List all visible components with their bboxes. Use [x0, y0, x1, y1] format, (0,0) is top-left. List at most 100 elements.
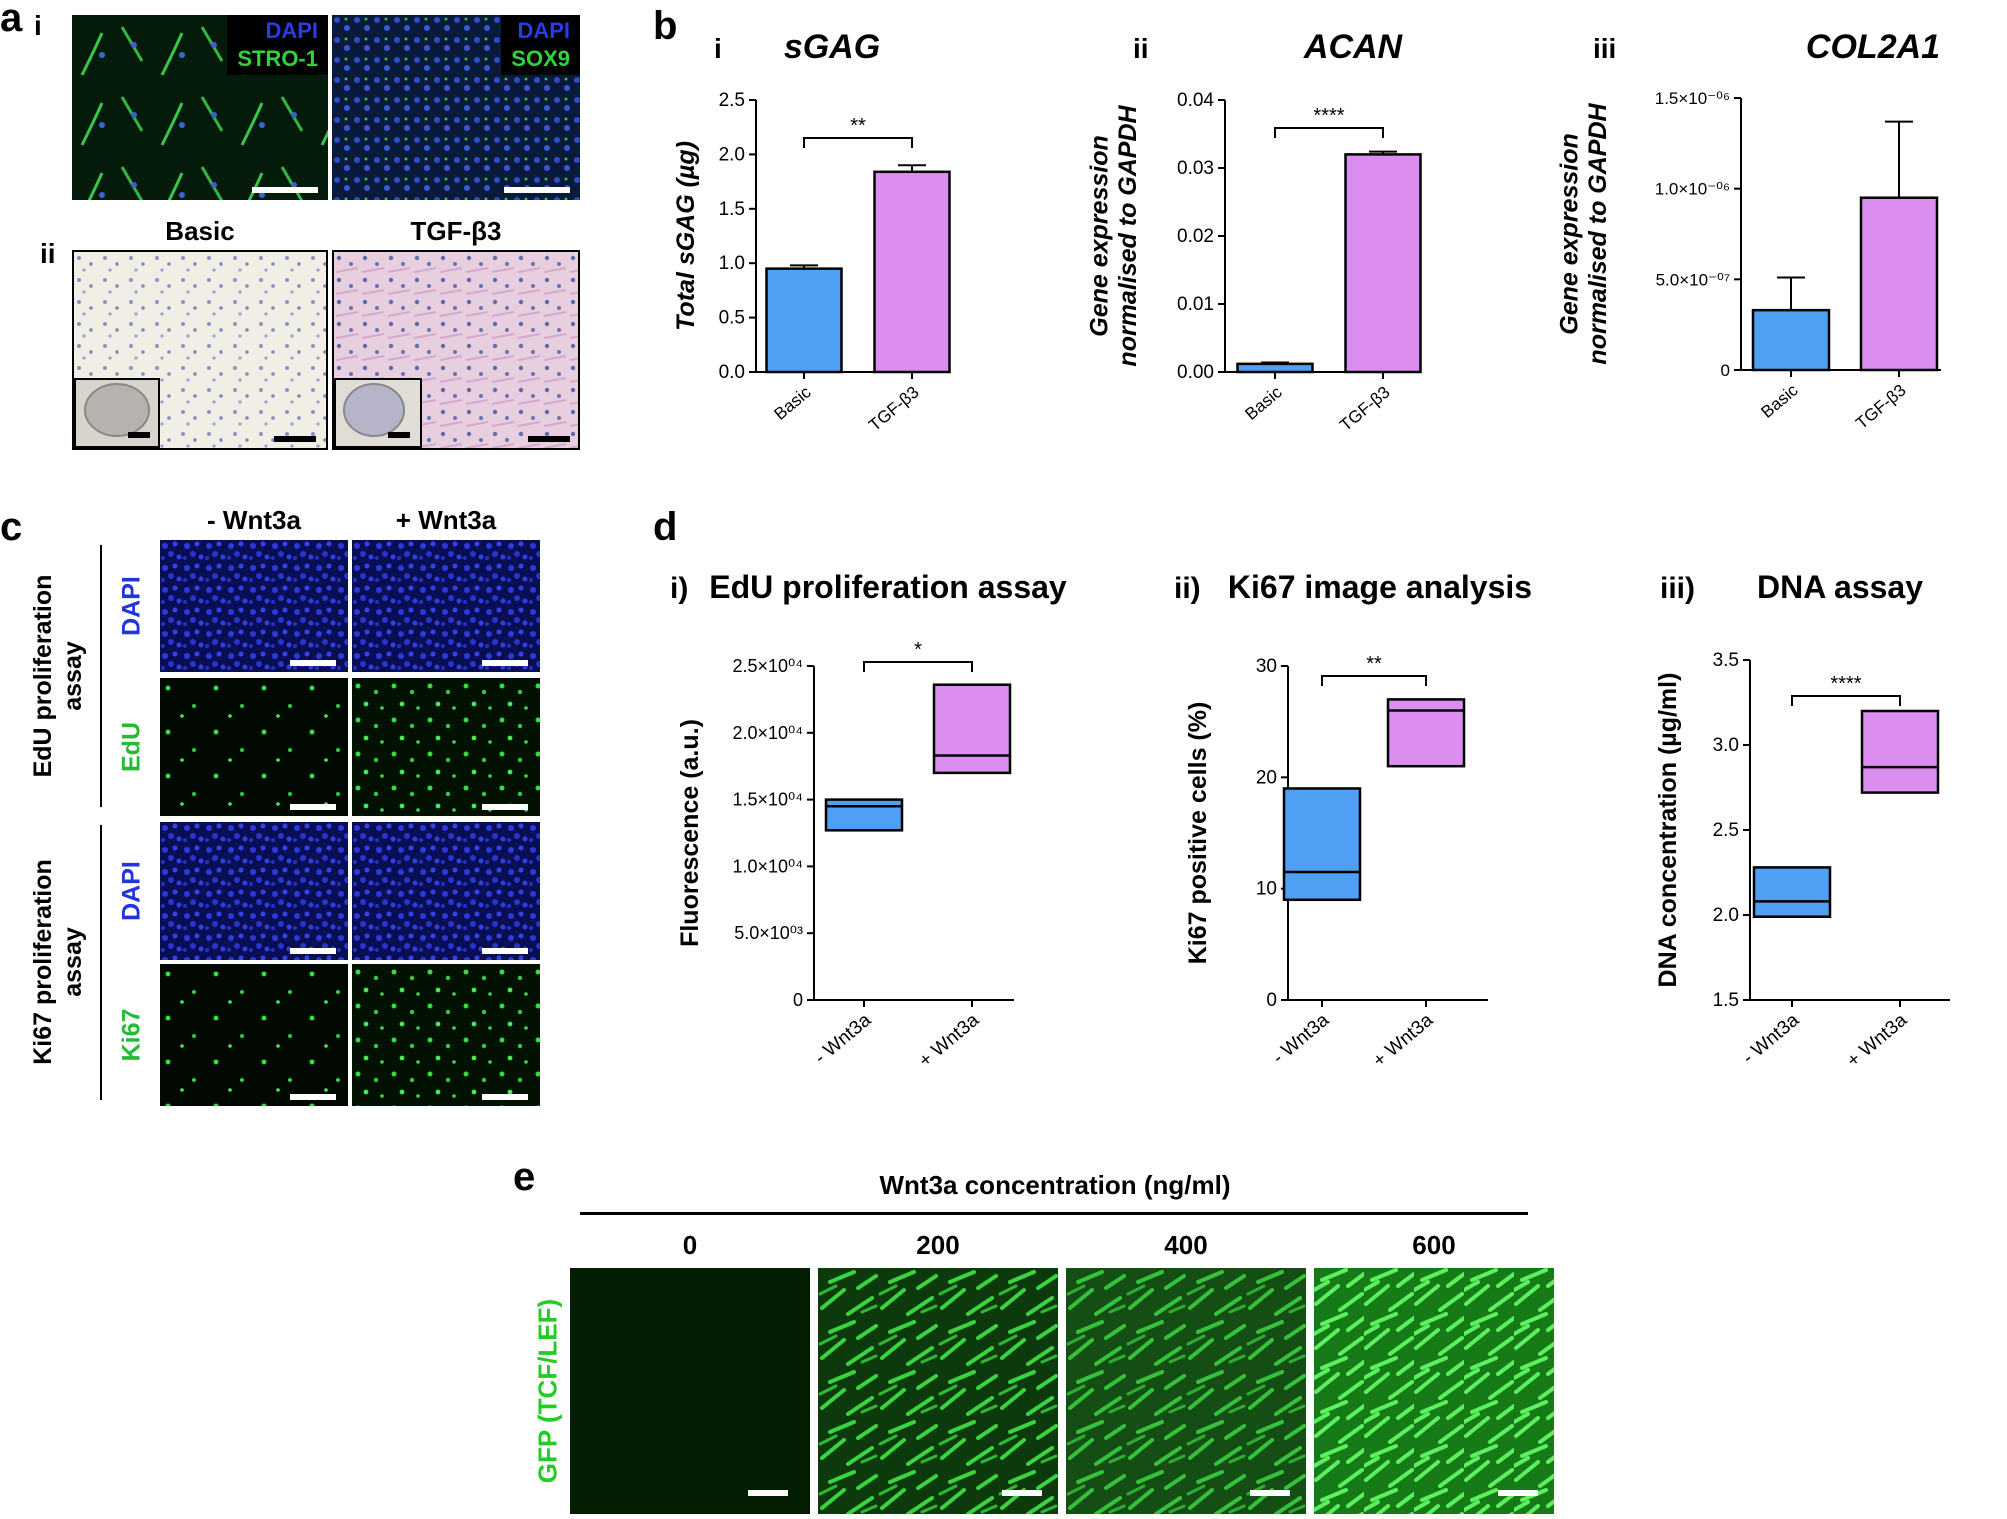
y-tick-label: 1.5×10⁰⁴	[732, 790, 803, 810]
wnt3a-header-line	[580, 1212, 1528, 1215]
chart-roman: iii)	[1660, 572, 1695, 605]
wnt3a-header: Wnt3a concentration (ng/ml)	[879, 1170, 1231, 1200]
bar	[873, 170, 951, 374]
c-edu-minus	[160, 678, 348, 816]
y-tick-label: 2.5×10⁰⁴	[732, 656, 803, 676]
significance-bracket	[1274, 127, 1384, 138]
x-category-label: TGF-β3	[1336, 383, 1393, 435]
y-tick-label: 0	[1721, 361, 1730, 380]
y-tick-label: 1.0	[719, 253, 745, 274]
group-edu-bracket	[100, 545, 102, 807]
significance-label: **	[850, 115, 866, 137]
c-edu-plus	[352, 678, 540, 816]
scale-bar	[274, 436, 316, 442]
chart-roman: i	[714, 33, 722, 64]
box	[1752, 866, 1832, 918]
y-tick-label: 0.5	[719, 308, 745, 329]
y-tick-label: 1.5×10⁻⁰⁶	[1655, 89, 1730, 108]
y-tick-label: 10	[1256, 879, 1277, 900]
y-tick-label: 0.03	[1177, 158, 1214, 179]
y-axis-label: Fluorescence (a.u.)	[676, 719, 704, 947]
y-tick-label: 3.5	[1713, 650, 1739, 671]
y-axis-label: Total sGAG (µg)	[672, 141, 700, 331]
sox9-label: SOX9	[511, 46, 570, 71]
chart-title: DNA assay	[1757, 569, 1923, 605]
x-category-label: Basic	[1758, 380, 1802, 422]
x-category-label: Basic	[1242, 382, 1286, 424]
x-category-label: TGF-β3	[1852, 381, 1909, 433]
chart-edu: i) EdU proliferation assay Fluorescence (a…	[670, 569, 1067, 1072]
conc-0: 0	[682, 1230, 698, 1260]
y-tick-label: 1.0×10⁻⁰⁶	[1655, 180, 1730, 199]
y-tick-label: 2.0	[1713, 905, 1739, 926]
chart-sgag: i sGAG Total sGAG (µg) 0.0 0.5 1.0 1.5 2.0 2.5 Ba…	[672, 28, 951, 435]
significance-bracket	[1321, 675, 1427, 686]
bar	[1859, 196, 1939, 372]
x-category-label: + Wnt3a	[1369, 1009, 1437, 1071]
chart-title: EdU proliferation assay	[709, 569, 1067, 605]
y-tick-label: 1.0×10⁰⁴	[732, 856, 803, 876]
scale-bar	[252, 187, 318, 193]
stro1-label: STRO-1	[237, 46, 318, 71]
histology-basic	[72, 250, 328, 450]
row-label-edu: EdU	[117, 722, 146, 772]
stro1-label-box: DAPI STRO-1	[227, 15, 328, 75]
y-tick-label: 5.0×10⁰³	[734, 923, 803, 943]
y-tick-label: 20	[1256, 767, 1277, 788]
y-axis-label: Ki67 positive cells (%)	[1184, 702, 1212, 965]
group-edu-label: EdU proliferation assay	[29, 574, 87, 778]
chart-title: COL2A1	[1806, 28, 1940, 66]
y-tick-label: 0.00	[1177, 362, 1214, 383]
dapi-label: DAPI	[517, 18, 570, 43]
y-tick-label: 1.5	[719, 199, 745, 220]
x-category-label: - Wnt3a	[1739, 1009, 1804, 1068]
chart-dna: iii) DNA assay DNA concentration (µg/ml) 1.…	[1654, 569, 1950, 1072]
y-tick-label: 0.01	[1177, 294, 1214, 315]
chart-title: Ki67 image analysis	[1228, 569, 1532, 605]
chart-title: sGAG	[784, 28, 880, 66]
y-tick-label: 0	[793, 990, 803, 1010]
significance-label: **	[1366, 653, 1382, 675]
histo-title-tgf: TGF-β3	[410, 216, 502, 246]
c-dapi-minus	[160, 540, 348, 672]
y-axis-label: Gene expressionnormalised to GAPDH	[1085, 104, 1142, 366]
histology-tgf	[332, 250, 580, 450]
panel-c-label: c	[0, 505, 23, 549]
chart-acan: ii ACAN Gene expressionnormalised to GAPDH…	[1085, 28, 1422, 435]
significance-label: ****	[1313, 105, 1344, 127]
c-ki67-plus	[352, 964, 540, 1106]
y-tick-label: 2.0×10⁰⁴	[732, 723, 803, 743]
col-header-minus: - Wnt3a	[207, 505, 301, 535]
x-category-label: + Wnt3a	[1843, 1009, 1911, 1071]
group-ki67-label: Ki67 proliferation assay	[29, 859, 87, 1065]
y-tick-label: 0.02	[1177, 226, 1214, 247]
gfp-ylabel: GFP (TCF/LEF)	[532, 1298, 563, 1484]
c-dapi-plus	[352, 540, 540, 672]
conc-600: 600	[1412, 1230, 1456, 1260]
box	[1860, 709, 1940, 794]
bar	[1751, 308, 1831, 372]
x-category-label: - Wnt3a	[1269, 1009, 1334, 1068]
x-category-label: - Wnt3a	[811, 1009, 876, 1068]
bar	[1236, 362, 1314, 374]
y-axis-label: Gene expressionnormalised to GAPDH	[1555, 102, 1612, 364]
significance-bracket	[863, 661, 973, 672]
histo-title-basic: Basic	[165, 216, 235, 246]
row-label-ki67: Ki67	[117, 1008, 146, 1062]
gfp-400	[1066, 1268, 1306, 1514]
chart-roman: i)	[670, 572, 688, 605]
gfp-600	[1314, 1268, 1554, 1514]
c-dapi2-plus	[352, 822, 540, 960]
chart-ki67: ii) Ki67 image analysis Ki67 positive cell…	[1174, 569, 1532, 1072]
y-tick-label: 2.0	[719, 144, 745, 165]
significance-label: *	[914, 639, 922, 661]
scale-bar	[504, 187, 570, 193]
y-tick-label: 0.0	[719, 362, 745, 383]
col-header-plus: + Wnt3a	[395, 505, 497, 535]
y-tick-label: 5.0×10⁻⁰⁷	[1656, 270, 1730, 289]
y-tick-label: 3.0	[1713, 735, 1739, 756]
significance-label: ****	[1830, 673, 1861, 695]
x-category-label: TGF-β3	[865, 383, 922, 435]
c-dapi2-minus	[160, 822, 348, 960]
chart-title: ACAN	[1303, 28, 1404, 66]
